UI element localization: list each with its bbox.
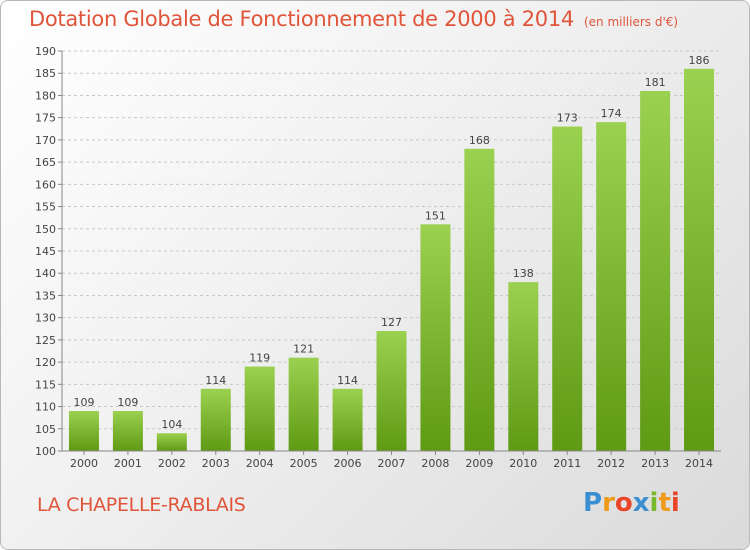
logo-letter: x bbox=[632, 488, 650, 518]
data-label-2008: 151 bbox=[425, 209, 446, 222]
logo-letter: o bbox=[614, 488, 633, 518]
y-tick-label: 105 bbox=[35, 423, 56, 436]
y-tick-label: 140 bbox=[35, 267, 56, 280]
x-tick-label-2008: 2008 bbox=[421, 457, 449, 470]
y-tick-label: 165 bbox=[35, 156, 56, 169]
bar-2005 bbox=[288, 357, 319, 451]
data-label-2000: 109 bbox=[73, 396, 94, 409]
logo-letter: i bbox=[670, 488, 680, 518]
bar-2007 bbox=[376, 331, 407, 451]
y-tick-label: 125 bbox=[35, 334, 56, 347]
axis-layer: 100 105 110 115 120 125 130 135 140 145 150 155 160 1… bbox=[35, 45, 721, 470]
x-tick-label-2004: 2004 bbox=[246, 457, 274, 470]
y-tick-label: 120 bbox=[35, 356, 56, 369]
data-label-2012: 174 bbox=[601, 107, 622, 120]
data-label-2010: 138 bbox=[513, 267, 534, 280]
bar-2004 bbox=[244, 366, 275, 451]
y-tick-label: 135 bbox=[35, 289, 56, 302]
data-label-2005: 121 bbox=[293, 343, 314, 356]
y-tick-label: 170 bbox=[35, 134, 56, 147]
x-tick-label-2009: 2009 bbox=[465, 457, 493, 470]
x-tick-label-2000: 2000 bbox=[70, 457, 98, 470]
data-label-2004: 119 bbox=[249, 352, 270, 365]
logo-letter: i bbox=[649, 488, 659, 518]
x-tick-label-2001: 2001 bbox=[114, 457, 142, 470]
logo-letter: r bbox=[602, 488, 615, 518]
proxiti-logo: Proxiti bbox=[583, 488, 680, 518]
bar-2001 bbox=[112, 411, 143, 451]
x-tick-label-2002: 2002 bbox=[158, 457, 186, 470]
data-label-2001: 109 bbox=[117, 396, 138, 409]
x-tick-label-2005: 2005 bbox=[290, 457, 318, 470]
data-label-2002: 104 bbox=[161, 418, 182, 431]
x-tick-label-2010: 2010 bbox=[509, 457, 537, 470]
grid-layer bbox=[62, 50, 721, 452]
y-tick-label: 190 bbox=[35, 45, 56, 58]
y-tick-label: 155 bbox=[35, 201, 56, 214]
bar-2014 bbox=[684, 68, 715, 452]
y-tick-label: 115 bbox=[35, 378, 56, 391]
bar-2000 bbox=[68, 411, 99, 451]
commune-name: LA CHAPELLE-RABLAIS bbox=[37, 494, 246, 516]
data-label-2009: 168 bbox=[469, 134, 490, 147]
y-tick-label: 130 bbox=[35, 312, 56, 325]
y-tick-label: 100 bbox=[35, 445, 56, 458]
x-tick-label-2003: 2003 bbox=[202, 457, 230, 470]
x-tick-label-2006: 2006 bbox=[334, 457, 362, 470]
labels-layer: 109 109 104 114 119 121 114 127 151 168 138 173 174 1… bbox=[73, 54, 709, 431]
data-label-2014: 186 bbox=[689, 54, 710, 67]
x-tick-label-2014: 2014 bbox=[685, 457, 713, 470]
x-tick-label-2012: 2012 bbox=[597, 457, 625, 470]
bars-layer bbox=[68, 68, 715, 452]
data-label-2007: 127 bbox=[381, 316, 402, 329]
x-tick-label-2007: 2007 bbox=[378, 457, 406, 470]
bar-2009 bbox=[464, 148, 495, 451]
bar-2002 bbox=[156, 433, 187, 451]
y-tick-label: 175 bbox=[35, 112, 56, 125]
y-tick-label: 150 bbox=[35, 223, 56, 236]
y-tick-label: 160 bbox=[35, 178, 56, 191]
x-tick-label-2013: 2013 bbox=[641, 457, 669, 470]
y-tick-label: 110 bbox=[35, 401, 56, 414]
bar-2010 bbox=[508, 282, 539, 451]
chart-title: Dotation Globale de Fonctionnement de 20… bbox=[29, 7, 574, 31]
data-label-2003: 114 bbox=[205, 374, 226, 387]
y-tick-label: 180 bbox=[35, 89, 56, 102]
data-label-2011: 173 bbox=[557, 112, 578, 125]
y-tick-label: 185 bbox=[35, 67, 56, 80]
bar-2008 bbox=[420, 224, 451, 451]
bar-2013 bbox=[640, 91, 671, 451]
logo-letter: t bbox=[658, 488, 671, 518]
chart-title-block: Dotation Globale de Fonctionnement de 20… bbox=[29, 7, 678, 31]
x-tick-label-2011: 2011 bbox=[553, 457, 581, 470]
bar-2006 bbox=[332, 388, 363, 451]
logo-letter: P bbox=[583, 488, 603, 518]
data-label-2013: 181 bbox=[645, 76, 666, 89]
y-tick-label: 145 bbox=[35, 245, 56, 258]
bar-2012 bbox=[596, 122, 627, 451]
data-label-2006: 114 bbox=[337, 374, 358, 387]
unit-note: (en milliers d'€) bbox=[583, 15, 679, 29]
bar-2011 bbox=[552, 126, 583, 452]
bar-2003 bbox=[200, 388, 231, 451]
